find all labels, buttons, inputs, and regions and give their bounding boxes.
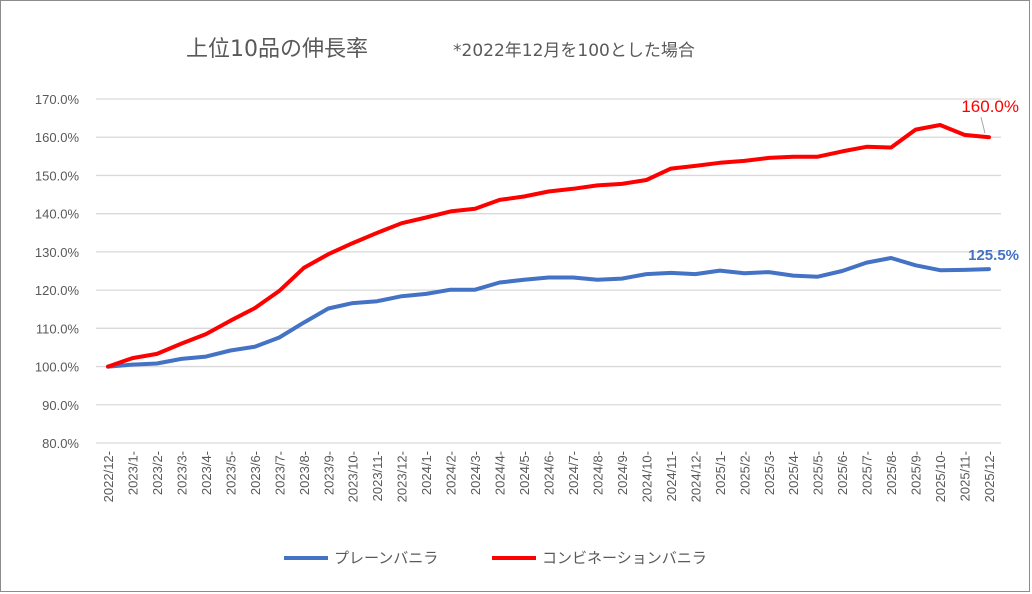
x-tick-label: 2023/11- <box>370 451 385 501</box>
x-tick-label: 2025/2- <box>737 451 752 495</box>
x-tick-label: 2024/4- <box>493 451 508 495</box>
y-tick-label: 90.0% <box>42 398 79 413</box>
series-line-plain-vanilla <box>106 256 991 369</box>
legend-item-plain-vanilla: プレーンバニラ <box>284 547 438 568</box>
x-tick-label: 2025/10- <box>933 451 948 502</box>
x-tick-label: 2025/4- <box>786 451 801 495</box>
x-tick-label: 2024/8- <box>590 451 605 495</box>
x-tick-label: 2024/6- <box>542 451 557 495</box>
x-tick-label: 2025/8- <box>884 451 899 495</box>
y-tick-label: 80.0% <box>42 436 79 451</box>
y-tick-label: 150.0% <box>35 168 80 183</box>
x-tick-label: 2024/10- <box>639 451 654 502</box>
data-label-end: 125.5% <box>968 247 1019 264</box>
x-tick-label: 2025/1- <box>713 451 728 495</box>
x-tick-label: 2024/7- <box>566 451 581 495</box>
x-tick-label: 2023/4- <box>199 451 214 495</box>
x-tick-label: 2022/12- <box>101 451 116 502</box>
x-tick-label: 2025/11- <box>958 451 973 501</box>
x-tick-label: 2025/7- <box>860 451 875 495</box>
y-tick-label: 170.0% <box>35 92 80 107</box>
data-label-end: 160.0% <box>961 97 1019 116</box>
legend-item-combination-vanilla: コンビネーションバニラ <box>492 547 707 568</box>
x-tick-label: 2024/12- <box>688 451 703 502</box>
y-tick-label: 110.0% <box>36 321 80 336</box>
legend-label: プレーンバニラ <box>334 549 439 567</box>
y-tick-label: 120.0% <box>35 283 80 298</box>
legend-swatch <box>492 555 536 560</box>
chart-title: 上位10品の伸長率 <box>186 37 368 62</box>
x-tick-label: 2023/7- <box>272 451 287 495</box>
x-tick-label: 2025/12- <box>982 451 997 502</box>
x-tick-label: 2024/1- <box>419 451 434 495</box>
x-tick-label: 2025/5- <box>811 451 826 495</box>
x-tick-label: 2024/5- <box>517 451 532 495</box>
x-tick-label: 2024/11- <box>664 451 679 501</box>
y-tick-label: 140.0% <box>35 207 80 222</box>
data-label-leader <box>980 117 986 134</box>
x-tick-label: 2023/3- <box>174 451 189 495</box>
x-tick-label: 2023/8- <box>297 451 312 495</box>
series-line-combination-vanilla <box>106 123 991 369</box>
x-tick-label: 2024/2- <box>444 451 459 495</box>
x-tick-label: 2023/5- <box>223 451 238 495</box>
y-tick-label: 160.0% <box>35 130 80 145</box>
x-tick-label: 2023/10- <box>346 451 361 502</box>
x-tick-label: 2023/2- <box>150 451 165 495</box>
x-tick-label: 2023/1- <box>125 451 140 495</box>
legend-label: コンビネーションバニラ <box>542 549 707 567</box>
x-tick-label: 2025/3- <box>762 451 777 495</box>
x-tick-label: 2025/9- <box>909 451 924 495</box>
x-tick-label: 2023/9- <box>321 451 336 495</box>
x-tick-label: 2023/6- <box>248 451 263 495</box>
chart-subtitle: *2022年12月を100とした場合 <box>453 41 695 61</box>
legend-swatch <box>284 555 328 560</box>
x-tick-label: 2024/9- <box>615 451 630 495</box>
y-tick-label: 100.0% <box>35 360 80 375</box>
x-tick-label: 2025/6- <box>835 451 850 495</box>
x-tick-label: 2024/3- <box>468 451 483 495</box>
y-tick-label: 130.0% <box>35 245 80 260</box>
x-tick-label: 2023/12- <box>395 451 410 502</box>
